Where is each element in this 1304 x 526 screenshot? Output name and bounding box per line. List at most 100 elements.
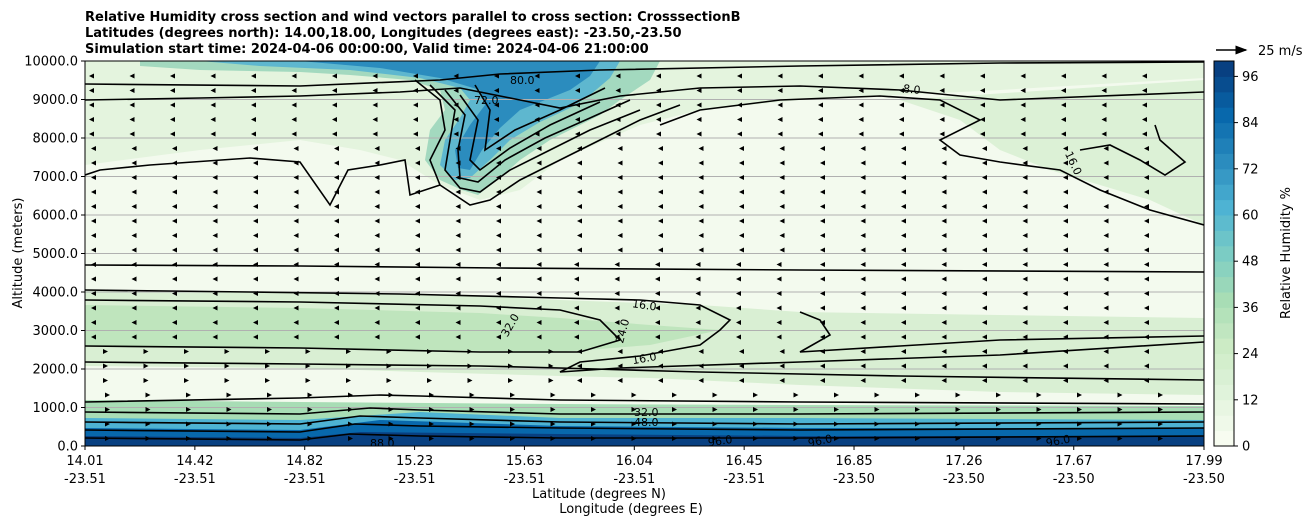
wind-vector	[1061, 131, 1066, 137]
wind-vector	[1063, 218, 1068, 224]
colorbar-tick-label: 84	[1242, 116, 1259, 131]
wind-vector	[656, 88, 661, 93]
contour-line-low-1	[85, 394, 1204, 405]
wind-vector	[131, 276, 137, 282]
wind-vector	[614, 262, 620, 267]
wind-vector	[955, 407, 961, 412]
wind-vector	[1158, 392, 1163, 398]
wind-vector	[779, 146, 785, 151]
wind-vector	[253, 218, 258, 224]
wind-vector	[980, 73, 985, 79]
wind-vector	[496, 146, 501, 151]
wind-vector	[172, 305, 177, 311]
wind-vector	[143, 378, 149, 383]
wind-vector	[1144, 233, 1149, 238]
wind-vector	[131, 291, 137, 296]
wind-vector	[210, 117, 216, 122]
wind-vector	[858, 88, 864, 93]
wind-vector	[348, 407, 353, 412]
wind-vector	[617, 204, 623, 209]
contour-line-mid-4	[85, 361, 1204, 381]
colorbar-segment	[1214, 307, 1234, 324]
wind-vector	[332, 131, 337, 137]
wind-vector	[496, 334, 501, 340]
wind-vector	[915, 407, 920, 412]
wind-vector	[860, 175, 866, 180]
x-tick-label-lon: -23.51	[174, 472, 216, 487]
wind-vector	[860, 320, 866, 325]
wind-vector	[550, 436, 556, 441]
contour-line-plume-1	[414, 79, 681, 206]
plot-area: 8.0 16.0 16.0 16.0 24.0 32.0 32.0 48.0 7…	[85, 61, 1204, 450]
wind-vector	[131, 334, 137, 340]
x-axis-label-2: Longitude (degrees E)	[559, 502, 703, 517]
wind-vector	[980, 117, 985, 122]
wind-vector	[1022, 334, 1028, 340]
wind-vector	[415, 204, 420, 209]
wind-vector	[212, 334, 218, 340]
wind-vector	[901, 363, 906, 369]
wind-vector	[467, 363, 473, 369]
colorbar-tick-label: 0	[1242, 440, 1250, 455]
wind-vector	[860, 276, 866, 282]
chart-title-line-3: Simulation start time: 2024-04-06 00:00:…	[85, 42, 649, 57]
wind-vector	[415, 189, 420, 195]
wind-vector	[858, 131, 864, 137]
contour-label-96-b: 96.0	[807, 432, 834, 450]
colorbar-segment	[1214, 338, 1234, 355]
colorbar-frame	[1213, 60, 1235, 447]
wind-vector	[737, 102, 742, 108]
wind-vector	[334, 189, 339, 195]
wind-vector	[469, 436, 475, 441]
wind-vector	[548, 349, 554, 354]
wind-vector	[915, 392, 920, 398]
wind-vector	[251, 102, 256, 108]
wind-vector	[251, 117, 256, 122]
wind-vector	[172, 247, 177, 253]
wind-vector	[901, 378, 906, 383]
wind-vector	[834, 436, 839, 441]
wind-vector	[574, 291, 579, 296]
wind-vector	[334, 305, 339, 311]
wind-vector	[577, 204, 582, 209]
wind-vector	[982, 189, 987, 195]
wind-vector	[696, 88, 702, 93]
wind-vector	[658, 363, 663, 369]
wind-vector	[858, 102, 864, 108]
wind-vector	[265, 363, 270, 369]
wind-vector	[1020, 102, 1026, 108]
wind-vector	[941, 320, 947, 325]
wind-vector	[1061, 117, 1066, 122]
wind-vector	[374, 218, 380, 224]
wind-vector	[429, 392, 434, 398]
wind-vector	[777, 131, 783, 137]
wind-vector	[172, 146, 177, 151]
wind-vector	[577, 218, 582, 224]
x-tick-label-lat: 15.23	[396, 454, 433, 469]
wind-vector	[737, 131, 742, 137]
wind-vector	[172, 334, 177, 340]
wind-vector	[415, 146, 420, 151]
wind-vector	[1063, 146, 1068, 151]
wind-vector	[858, 73, 864, 79]
wind-vector	[658, 247, 663, 253]
wind-vector	[915, 436, 920, 441]
wind-vector	[739, 247, 744, 253]
wind-vector	[293, 160, 299, 166]
wind-vector	[212, 320, 218, 325]
wind-vector	[131, 218, 137, 224]
wind-vector	[170, 88, 175, 93]
colorbar-segment	[1214, 245, 1234, 262]
wind-vector	[170, 73, 175, 79]
wind-vector	[429, 421, 434, 427]
wind-vector	[496, 247, 501, 253]
colorbar-tick-label: 60	[1242, 209, 1259, 224]
wind-vector	[1142, 117, 1147, 122]
wind-vector	[1144, 175, 1149, 180]
wind-vector	[210, 102, 216, 108]
wind-vector	[536, 334, 542, 340]
wind-vector	[253, 291, 258, 296]
wind-vector	[251, 131, 256, 137]
wind-vector	[1103, 363, 1109, 369]
wind-vector	[253, 276, 258, 282]
